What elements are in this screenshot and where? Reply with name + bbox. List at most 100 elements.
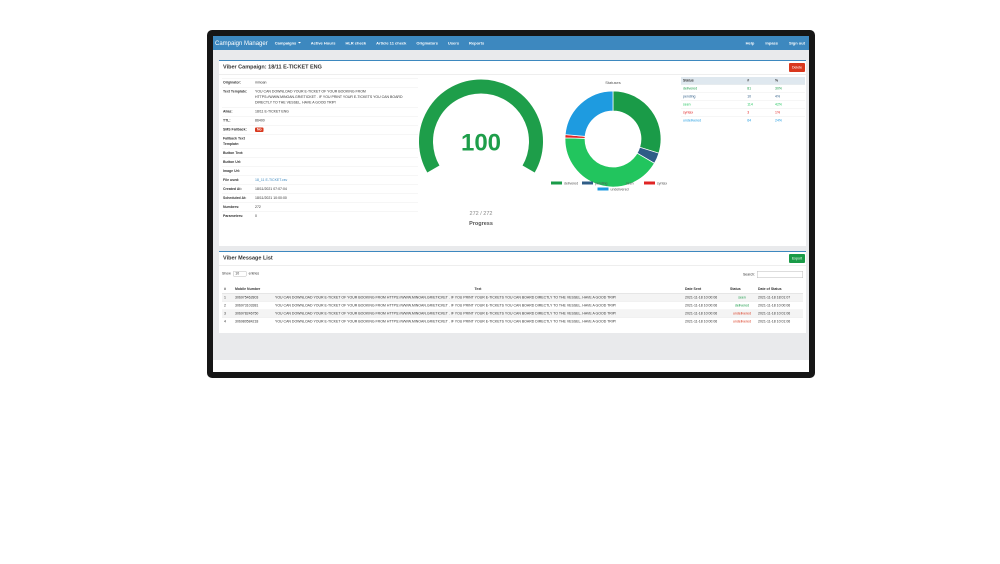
menu-item[interactable]: Article 11 check <box>376 40 407 46</box>
gauge-value: 100 <box>461 130 501 157</box>
status-table: Status #% delivered 81 30% pending 10 4% seen 114… <box>681 77 805 125</box>
message-cell: 4 <box>222 317 233 326</box>
file-link[interactable]: 18_11 E-TICKET.csv <box>255 178 288 183</box>
legend-label: syntax <box>657 181 667 185</box>
message-cell: 3 <box>222 309 233 318</box>
message-cell: 306978246750 <box>233 309 273 318</box>
status-row: delivered 81 30% <box>681 84 805 93</box>
campaign-panel: Viber Campaign: 18/11 E-TICKET ENG Delet… <box>219 60 806 246</box>
menu-item[interactable]: Reports <box>469 40 485 46</box>
detail-text: 18/11/2021 10:00:00 <box>255 196 287 201</box>
gauge-caption: 272 / 272 <box>470 211 493 217</box>
detail-label: Fallback Text Template: <box>222 134 254 149</box>
brand[interactable]: Campaign Manager <box>215 39 268 47</box>
menu-item[interactable]: Campaigns <box>275 41 301 46</box>
divider <box>219 265 806 266</box>
detail-row: Originator: minoan <box>222 78 418 88</box>
detail-row: SMS Fallback: No <box>222 125 418 135</box>
show-label: Show <box>222 272 231 276</box>
message-cell: 306975462803 <box>233 293 273 302</box>
gauge-arc <box>419 79 543 173</box>
status-percent: 30% <box>773 84 805 93</box>
detail-value: 86400 <box>254 116 418 126</box>
nav-link[interactable]: inpass <box>765 40 778 46</box>
status-row: syntax 3 1% <box>681 108 805 117</box>
divider <box>219 74 806 75</box>
badge: No <box>255 127 264 132</box>
message-cell: YOU CAN DOWNLOAD YOUR E-TICKET OF YOUR B… <box>273 293 683 302</box>
search-control: Search: <box>743 271 803 278</box>
message-cell: 2021-11-18 10:00:06 <box>683 293 728 302</box>
nav-right: Help inpass Sign out <box>746 41 805 46</box>
detail-row: Text Template: YOU CAN DOWNLOAD YOUR E-TI… <box>222 87 418 108</box>
menu: Campaigns Active Hours HLR check Article 11… <box>275 41 484 46</box>
status-count: 114 <box>745 100 774 109</box>
status-row: pending 10 4% <box>681 92 805 101</box>
header-cell: # <box>745 77 774 85</box>
detail-row: TTL: 86400 <box>222 116 418 126</box>
message-cell: 2021-11-18 10:01:06 <box>756 309 803 318</box>
detail-value: 0 <box>254 211 418 221</box>
detail-label: Originator: <box>222 78 254 88</box>
chart-title: Statuses <box>605 80 621 85</box>
column-header[interactable]: Text <box>273 285 683 294</box>
menu-item[interactable]: Active Hours <box>310 40 336 46</box>
delete-button[interactable]: Delete <box>789 63 805 72</box>
menu-item[interactable]: Originators <box>416 40 438 46</box>
detail-text: YOU CAN DOWNLOAD YOUR E-TICKET OF YOUR B… <box>255 90 403 105</box>
message-cell: 2021-11-18 10:01:06 <box>756 317 803 326</box>
status-name: delivered <box>681 84 746 93</box>
nav-link[interactable]: Help <box>745 40 755 46</box>
column-header[interactable]: Date of Status <box>756 285 803 294</box>
message-cell: delivered <box>728 301 756 310</box>
nav-link[interactable]: Sign out <box>789 40 805 46</box>
detail-row: Fallback Text Template: <box>222 134 418 149</box>
message-cell: 2021-11-18 18:01:07 <box>756 293 803 302</box>
menu-item[interactable]: Users <box>447 40 460 46</box>
column-header[interactable]: Status <box>728 285 756 294</box>
status-count: 10 <box>745 92 774 101</box>
message-cell: 2021-11-18 10:00:06 <box>683 317 728 326</box>
detail-row: Created At: 18/11/2021 07:07:04 <box>222 184 418 194</box>
message-cell: 2021-11-18 10:00:06 <box>683 309 728 318</box>
column-header[interactable]: Date Sent <box>683 285 728 294</box>
legend-swatch <box>582 181 593 185</box>
detail-text: minoan <box>255 81 267 85</box>
message-cell: 306973103381 <box>233 301 273 310</box>
detail-row: Image Url: <box>222 166 418 176</box>
detail-label: Image Url: <box>222 166 254 176</box>
legend-label: delivered <box>564 181 578 185</box>
status-count: 81 <box>745 84 774 93</box>
export-button[interactable]: Export <box>789 254 805 263</box>
length-select[interactable]: 10 <box>232 271 247 277</box>
message-cell: undelivered <box>728 309 756 318</box>
detail-label: Created At: <box>222 184 254 194</box>
message-cell: 2021-11-18 10:00:06 <box>683 301 728 310</box>
header-row: # Mobile Number Text Date Sent Status Date of… <box>222 285 803 294</box>
legend-label: pending <box>595 181 608 185</box>
column-header[interactable]: Mobile Number <box>233 285 273 294</box>
content: Viber Campaign: 18/11 E-TICKET ENG Delet… <box>213 50 809 360</box>
detail-row: Parameters: 0 <box>222 211 418 221</box>
search-input[interactable] <box>757 271 803 278</box>
detail-label: Text Template: <box>222 87 254 108</box>
length-control: Show 10 entries <box>222 271 259 277</box>
menu-item[interactable]: HLR check <box>345 40 367 46</box>
detail-row: Alias: 18/11 E-TICKET ENG <box>222 107 418 117</box>
message-row: 2 306973103381 YOU CAN DOWNLOAD YOUR E-TIC… <box>222 301 803 310</box>
column-header[interactable]: # <box>222 285 233 294</box>
status-count: 3 <box>745 108 774 117</box>
detail-text: 18/11 E-TICKET ENG <box>255 110 289 114</box>
status-name: pending <box>681 92 746 101</box>
entries-label: entries <box>248 272 260 276</box>
message-row: 1 306975462803 YOU CAN DOWNLOAD YOUR E-TIC… <box>222 293 803 302</box>
detail-value: YOU CAN DOWNLOAD YOUR E-TICKET OF YOUR B… <box>254 87 418 108</box>
detail-value: 272 <box>254 202 418 212</box>
message-row: 4 306980584218 YOU CAN DOWNLOAD YOUR E-TIC… <box>222 317 803 326</box>
legend-label: undelivered <box>611 187 629 191</box>
detail-value: 18/11/2021 10:00:00 <box>254 193 418 203</box>
screen: Campaign Manager Campaigns Active Hours HL… <box>213 36 809 372</box>
status-row: seen 114 42% <box>681 100 805 109</box>
gauge-label: Progress <box>469 221 493 227</box>
